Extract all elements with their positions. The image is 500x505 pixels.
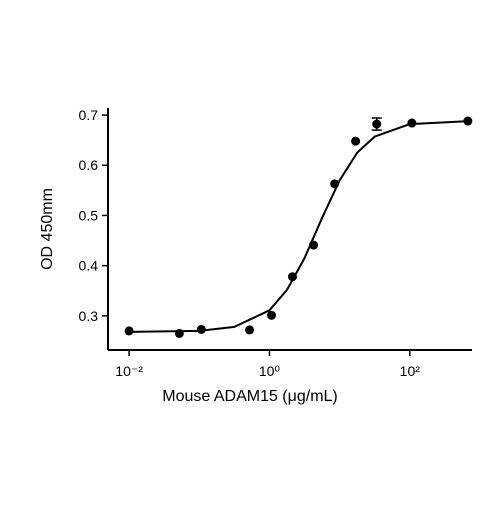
data-point — [463, 116, 473, 126]
data-point — [196, 324, 206, 334]
fit-curve — [129, 120, 472, 333]
data-point — [330, 179, 340, 189]
data-point — [174, 328, 184, 338]
y-tick-label: 0.4 — [79, 258, 99, 274]
x-tick-label: 10⁰ — [259, 363, 281, 379]
data-point — [309, 240, 319, 250]
y-axis-label: OD 450mm — [39, 188, 56, 270]
y-tick-label: 0.7 — [79, 107, 99, 123]
data-point — [351, 136, 361, 146]
data-point — [288, 272, 298, 282]
x-axis-label: Mouse ADAM15 (μg/mL) — [162, 388, 338, 405]
x-tick-label: 10⁻² — [115, 363, 143, 379]
data-point — [372, 119, 382, 129]
data-point — [124, 326, 134, 336]
y-tick-label: 0.3 — [79, 308, 99, 324]
data-point — [407, 118, 417, 128]
x-tick-label: 10² — [400, 363, 421, 379]
y-tick-label: 0.6 — [79, 157, 99, 173]
y-tick-label: 0.5 — [79, 207, 99, 223]
data-point — [245, 325, 255, 335]
data-point — [267, 310, 277, 320]
